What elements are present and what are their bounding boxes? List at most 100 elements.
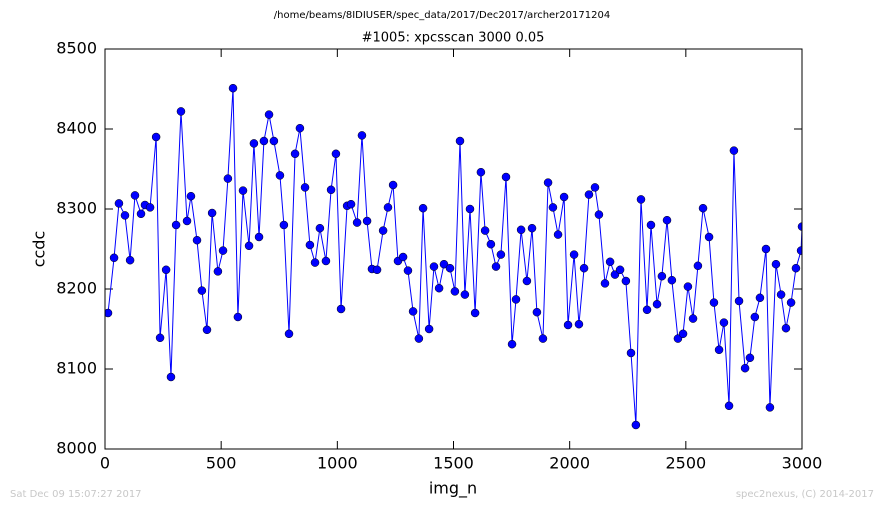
point [223, 174, 233, 183]
point [388, 180, 398, 190]
point [719, 318, 729, 327]
point [254, 232, 264, 242]
line [107, 88, 802, 426]
point [155, 333, 165, 343]
point [450, 287, 460, 296]
point [527, 223, 537, 233]
x-tick-label: 1000 [317, 454, 358, 473]
point [264, 110, 274, 119]
point [114, 199, 124, 208]
point [125, 255, 135, 265]
point [346, 199, 356, 209]
point [326, 185, 336, 195]
point [683, 282, 693, 291]
point [626, 348, 636, 358]
point [657, 271, 667, 281]
point [786, 298, 796, 307]
point [507, 339, 517, 349]
point [605, 257, 615, 267]
point [590, 183, 600, 192]
point [594, 210, 604, 219]
point [563, 320, 573, 330]
point [228, 83, 238, 93]
point [761, 244, 771, 254]
point [646, 220, 656, 230]
point [771, 259, 781, 269]
point [218, 246, 228, 255]
point [615, 265, 625, 275]
point [797, 222, 802, 231]
x-axis-label: img_n [429, 479, 477, 499]
point [480, 226, 490, 235]
y-tick-label: 8000 [56, 439, 97, 458]
point [584, 190, 594, 199]
point [130, 191, 140, 200]
series [105, 83, 802, 430]
point [408, 307, 418, 316]
point [233, 312, 243, 322]
point [796, 246, 802, 255]
y-axis-label: ccdc [30, 231, 49, 268]
point [548, 203, 558, 212]
point [109, 253, 119, 263]
point [383, 203, 393, 212]
point [574, 319, 584, 329]
point [636, 195, 646, 204]
point [186, 191, 196, 201]
point [182, 216, 192, 226]
point [662, 215, 672, 225]
footer-left: Sat Dec 09 15:07:27 2017 [10, 489, 142, 500]
y-tick-label: 8100 [56, 359, 97, 378]
point [105, 308, 113, 318]
point [192, 235, 202, 245]
point [631, 420, 641, 430]
point [429, 262, 439, 271]
point [207, 208, 217, 218]
point [460, 290, 470, 299]
point [579, 263, 589, 273]
point [357, 131, 367, 140]
point [724, 401, 734, 411]
point [642, 305, 652, 315]
point [776, 290, 786, 299]
point [532, 307, 542, 317]
point [496, 250, 506, 259]
point [279, 220, 289, 230]
point [652, 299, 662, 309]
point [667, 275, 677, 285]
point [275, 171, 285, 180]
x-tick-label: 2000 [549, 454, 590, 473]
point [470, 308, 480, 318]
point [244, 241, 254, 251]
point [284, 329, 294, 339]
point [486, 239, 496, 249]
point [372, 265, 382, 275]
point [553, 230, 563, 239]
point [424, 324, 434, 334]
point [621, 276, 631, 286]
point [516, 225, 526, 235]
point [745, 353, 755, 363]
point [559, 192, 569, 202]
y-tick-label: 8400 [56, 119, 97, 138]
point [151, 132, 161, 142]
point [202, 325, 212, 335]
point [171, 220, 181, 230]
point [414, 334, 424, 343]
point [491, 262, 501, 271]
point [538, 334, 548, 343]
point [398, 252, 408, 262]
point [709, 298, 719, 307]
point [678, 329, 688, 339]
point [522, 276, 532, 286]
point [161, 265, 171, 275]
point [305, 240, 315, 250]
point [698, 203, 708, 213]
point [336, 304, 346, 314]
point [269, 136, 279, 146]
point [300, 183, 310, 192]
point [403, 266, 413, 275]
x-tick-label: 2500 [665, 454, 706, 473]
